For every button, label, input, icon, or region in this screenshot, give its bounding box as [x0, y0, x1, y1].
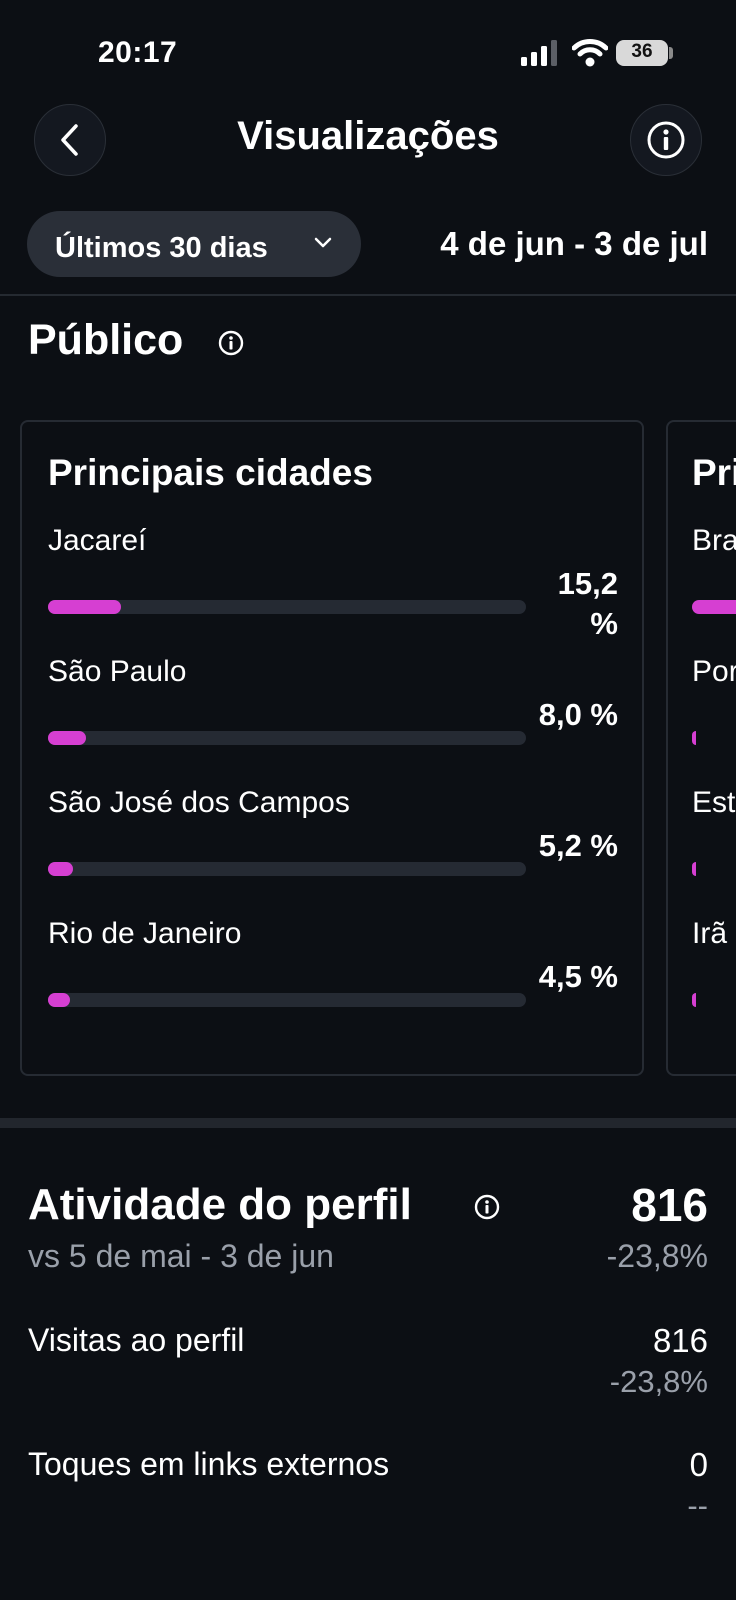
date-range-label: Últimos 30 dias [55, 232, 268, 264]
city-name: Jacareí [48, 524, 147, 557]
progress-fill [48, 993, 70, 1007]
chevron-left-icon [61, 124, 78, 156]
country-name: Bra [692, 524, 736, 557]
list-item: Jacareí 15,2 % [48, 524, 628, 654]
city-name: São Paulo [48, 655, 187, 688]
progress-track [48, 731, 526, 745]
chevron-down-icon [314, 237, 332, 248]
info-icon[interactable] [218, 330, 244, 356]
wifi-icon [572, 39, 608, 67]
section-title-profile-activity: Atividade do perfil [28, 1180, 412, 1229]
date-range-text: 4 de jun - 3 de jul [440, 225, 708, 262]
progress-track [48, 600, 526, 614]
list-item: Rio de Janeiro 4,5 % [48, 917, 628, 1047]
section-divider [0, 1118, 736, 1128]
list-item: São Paulo 8,0 % [48, 655, 628, 785]
battery-icon: 36 [616, 40, 668, 66]
city-name: São José dos Campos [48, 786, 350, 819]
progress-fill [692, 731, 696, 745]
city-name: Rio de Janeiro [48, 917, 242, 950]
cellular-signal-icon [521, 40, 557, 66]
top-cities-card: Principais cidades Jacareí 15,2 % São Pa… [20, 420, 644, 1076]
progress-fill [692, 862, 696, 876]
activity-total: 816 [631, 1179, 708, 1231]
country-name: Irã [692, 917, 728, 950]
country-name: Est [692, 786, 736, 819]
city-percent: 4,5 % [538, 959, 618, 994]
progress-fill [48, 731, 86, 745]
divider [0, 294, 736, 296]
metric-change: -- [687, 1488, 708, 1523]
city-percent: 5,2 % [538, 828, 618, 863]
metric-label: Toques em links externos [28, 1446, 390, 1482]
progress-fill [692, 993, 696, 1007]
progress-fill [48, 862, 73, 876]
section-title-audience: Público [28, 316, 184, 364]
info-icon[interactable] [474, 1194, 500, 1220]
metric-value: 0 [689, 1446, 708, 1483]
city-percent: 15,2 % [557, 566, 618, 641]
status-time: 20:17 [98, 36, 178, 69]
comparison-period: vs 5 de mai - 3 de jun [28, 1238, 334, 1274]
page-title: Visualizações [237, 114, 499, 158]
progress-track [48, 993, 526, 1007]
battery-level: 36 [631, 41, 653, 62]
progress-track [48, 862, 526, 876]
metric-change: -23,8% [609, 1364, 708, 1399]
info-button[interactable] [630, 104, 702, 176]
activity-change: -23,8% [606, 1238, 708, 1274]
progress-fill [692, 600, 736, 614]
date-range-dropdown[interactable]: Últimos 30 dias [27, 211, 361, 277]
list-item: São José dos Campos 5,2 % [48, 786, 628, 916]
battery-tip [669, 47, 673, 59]
top-countries-card-partial[interactable]: Pri Bra Por Est Irã [666, 420, 736, 1076]
info-icon [647, 121, 685, 159]
progress-fill [48, 600, 121, 614]
metric-value: 816 [652, 1322, 708, 1359]
metric-label: Visitas ao perfil [28, 1322, 245, 1358]
back-button[interactable] [34, 104, 106, 176]
card-title: Principais cidades [48, 452, 373, 493]
card-title: Pri [692, 452, 736, 493]
country-name: Por [692, 655, 736, 688]
city-percent: 8,0 % [538, 697, 618, 732]
